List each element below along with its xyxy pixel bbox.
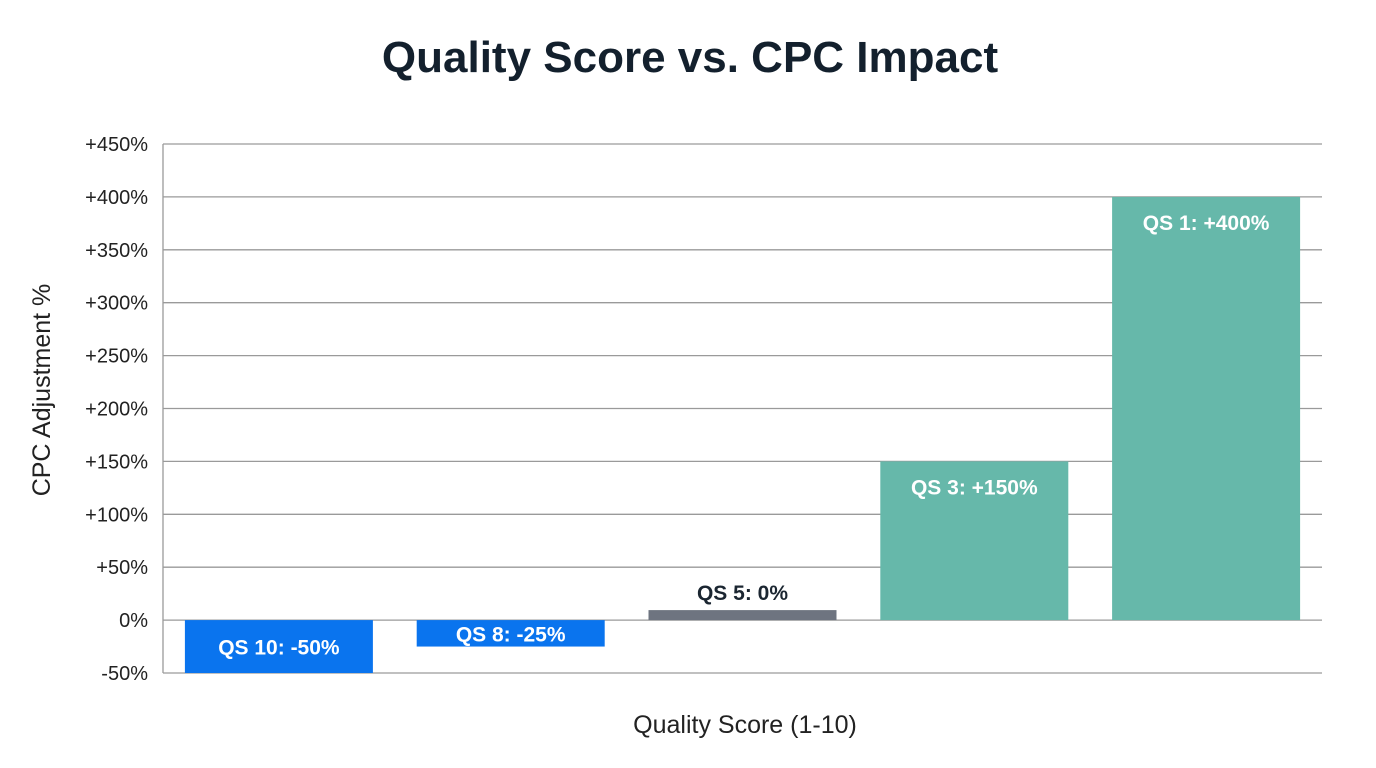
y-tick-label: +450%	[85, 134, 148, 156]
bar-qs-1	[1112, 196, 1301, 621]
x-axis-label: Quality Score (1-10)	[633, 711, 857, 739]
y-axis-label: CPC Adjustment %	[28, 284, 56, 497]
y-axis-ticks: -50% 0% +50% +100% +150% +200% +250% +300% +350%…	[85, 134, 148, 685]
y-tick-label: +100%	[85, 504, 148, 526]
bar-qs-5	[648, 610, 837, 621]
y-tick-label: -50%	[101, 663, 148, 685]
bar-data-label: QS 3: +150%	[911, 476, 1038, 499]
y-tick-label: +400%	[85, 187, 148, 209]
y-tick-label: +300%	[85, 293, 148, 315]
bar-qs-3	[880, 461, 1069, 621]
bar-data-label: QS 10: -50%	[218, 637, 340, 660]
bar-qs-8	[416, 620, 605, 647]
y-tick-label: 0%	[119, 610, 148, 632]
chart-title: Quality Score vs. CPC Impact	[382, 33, 999, 82]
bar-qs-10	[184, 620, 373, 673]
bar-labels: QS 10: -50% QS 8: -25% QS 5: 0% QS 3: +150%…	[218, 212, 1270, 660]
bars	[184, 196, 1301, 673]
y-tick-label: +350%	[85, 240, 148, 262]
y-tick-label: +150%	[85, 451, 148, 473]
bar-data-label: QS 1: +400%	[1143, 212, 1270, 235]
bar-data-label: QS 5: 0%	[697, 582, 788, 605]
y-tick-label: +200%	[85, 399, 148, 421]
y-tick-label: +50%	[96, 557, 148, 579]
bar-data-label: QS 8: -25%	[456, 623, 566, 646]
y-tick-label: +250%	[85, 346, 148, 368]
